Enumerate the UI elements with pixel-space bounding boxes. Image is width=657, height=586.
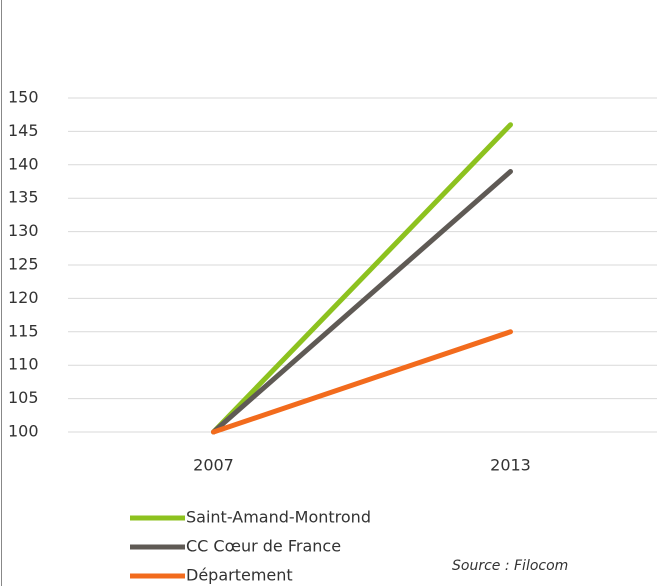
y-tick-label: 140 [8, 154, 39, 173]
y-tick-label: 145 [8, 121, 39, 140]
y-tick-label: 130 [8, 221, 39, 240]
y-tick-label: 135 [8, 188, 39, 207]
legend-label: Département [186, 566, 293, 585]
x-tick-label: 2007 [193, 456, 234, 475]
y-tick-label: 115 [8, 321, 39, 340]
y-tick-label: 120 [8, 288, 39, 307]
y-tick-label: 150 [8, 88, 39, 107]
series-line [211, 329, 513, 435]
y-tick-label: 105 [8, 388, 39, 407]
y-tick-label: 125 [8, 255, 39, 274]
series-line [211, 168, 513, 435]
y-tick-label: 100 [8, 422, 39, 441]
series-line [211, 122, 513, 435]
source-note: Source : Filocom [452, 558, 568, 574]
y-tick-label: 110 [8, 355, 39, 374]
legend-label: Saint-Amand-Montrond [186, 508, 371, 527]
x-tick-label: 2013 [490, 456, 531, 475]
legend-label: CC Cœur de France [186, 537, 341, 556]
